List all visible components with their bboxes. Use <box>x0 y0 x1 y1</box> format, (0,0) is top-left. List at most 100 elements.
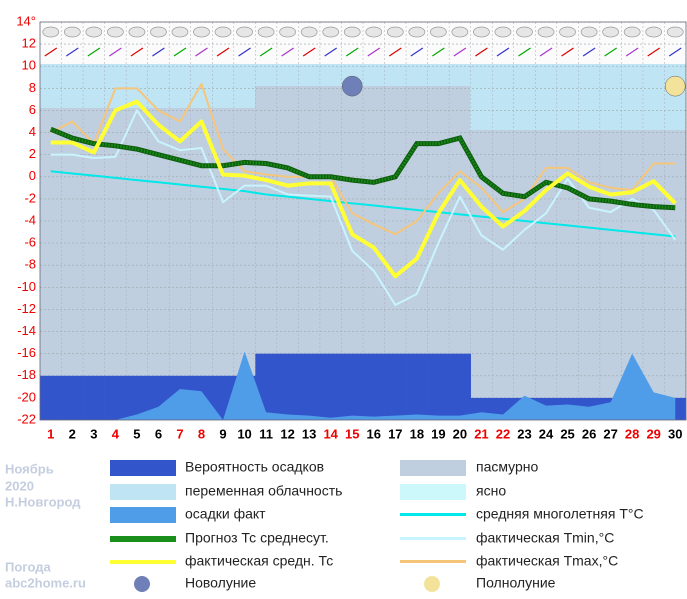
y-tick-label: 6 <box>29 102 36 117</box>
legend-label: Новолуние <box>185 575 256 591</box>
y-tick-label: 12 <box>22 36 36 51</box>
x-tick-label: 7 <box>176 426 183 441</box>
weather-icon <box>343 26 361 38</box>
legend-label: ясно <box>476 483 506 499</box>
weather-icon <box>193 26 210 38</box>
weather-icon <box>430 26 447 38</box>
legend-swatch <box>424 576 440 592</box>
wind-arrow <box>604 47 617 57</box>
wind-arrow <box>152 47 165 57</box>
weather-icon <box>214 26 232 38</box>
y-tick-label: -16 <box>17 345 36 360</box>
y-tick-label: -2 <box>24 190 36 205</box>
weather-icon <box>85 26 103 38</box>
legend-swatch <box>134 576 150 592</box>
precip-prob-bar <box>61 375 84 420</box>
x-tick-label: 2 <box>69 426 76 441</box>
legend-label: осадки факт <box>185 506 266 522</box>
precip-prob-bar <box>126 375 148 420</box>
y-tick-label: -6 <box>24 235 36 250</box>
x-tick-label: 28 <box>625 426 639 441</box>
x-tick-label: 30 <box>668 426 682 441</box>
y-tick-label: -10 <box>17 279 36 294</box>
weather-icon <box>107 26 124 38</box>
wind-arrow <box>647 47 661 57</box>
wind-arrow <box>582 47 596 57</box>
moon <box>341 75 363 97</box>
temp-line <box>50 170 676 238</box>
weather-icon <box>580 26 598 38</box>
wind-arrow <box>44 47 58 57</box>
legend-label: Прогноз Тс среднесут. <box>185 530 329 546</box>
x-tick-label: 20 <box>453 426 467 441</box>
moon <box>664 75 686 97</box>
weather-icon <box>63 26 81 38</box>
x-tick-label: 25 <box>560 426 574 441</box>
wind-arrow <box>238 47 251 57</box>
side-text: abc2home.ru <box>5 575 86 590</box>
wind-arrow <box>668 47 682 57</box>
y-tick-label: -18 <box>17 367 36 382</box>
weather-icon <box>42 26 60 38</box>
wind-arrow <box>625 47 639 57</box>
weather-icon <box>322 26 340 38</box>
wind-arrow <box>259 47 273 57</box>
wind-arrow <box>367 47 381 57</box>
x-tick-label: 5 <box>133 426 140 441</box>
x-tick-label: 4 <box>112 426 120 441</box>
weather-icon <box>408 26 426 38</box>
wind-arrow <box>173 47 187 57</box>
sky-partly <box>255 64 470 86</box>
x-tick-label: 15 <box>345 426 359 441</box>
weather-icon <box>602 26 619 38</box>
weather-icon <box>300 26 318 38</box>
x-tick-label: 10 <box>237 426 251 441</box>
x-tick-label: 21 <box>474 426 488 441</box>
weather-icon <box>171 26 189 38</box>
legend-label: фактическая Tmin,°C <box>476 530 614 546</box>
weather-icon <box>279 26 296 38</box>
wind-arrow <box>130 47 144 57</box>
wind-arrow <box>388 47 402 57</box>
precip-prob-bar <box>40 375 62 420</box>
x-tick-label: 29 <box>646 426 660 441</box>
legend-label: переменная облачность <box>185 483 342 499</box>
legend-swatch <box>110 507 176 523</box>
legend-label: Вероятность осадков <box>185 459 324 475</box>
weather-icon <box>150 26 167 38</box>
x-tick-label: 12 <box>280 426 294 441</box>
wind-arrow <box>496 47 510 57</box>
precip-prob-bar <box>298 353 321 420</box>
weather-icon <box>645 26 663 38</box>
x-tick-label: 23 <box>517 426 531 441</box>
x-tick-label: 26 <box>582 426 596 441</box>
wind-arrow <box>410 47 424 57</box>
precip-prob-bar <box>319 353 342 420</box>
precip-prob-bar <box>363 353 385 420</box>
legend-label: Полнолуние <box>476 575 556 591</box>
wind-arrow <box>324 47 338 57</box>
wind-arrow <box>518 47 531 57</box>
sky-overcast <box>470 130 686 420</box>
x-tick-label: 1 <box>47 426 54 441</box>
wind-arrow <box>432 47 445 57</box>
sky-partly <box>470 64 686 130</box>
side-text: 2020 <box>5 478 34 493</box>
y-tick-label: 10 <box>22 58 36 73</box>
precip-prob-bar <box>83 375 105 420</box>
legend-swatch <box>110 536 176 542</box>
weather-icon <box>623 26 641 38</box>
wind-arrow <box>87 47 101 57</box>
precip-area <box>50 351 676 420</box>
precip-prob-bar <box>276 353 299 420</box>
legend-swatch <box>110 560 176 564</box>
x-tick-label: 16 <box>367 426 381 441</box>
x-tick-label: 13 <box>302 426 316 441</box>
wind-arrow <box>475 47 488 57</box>
wind-arrow <box>109 47 122 57</box>
legend-swatch <box>110 460 176 476</box>
x-tick-label: 22 <box>496 426 510 441</box>
weather-icon <box>559 26 576 38</box>
precip-prob-bar <box>427 353 450 420</box>
